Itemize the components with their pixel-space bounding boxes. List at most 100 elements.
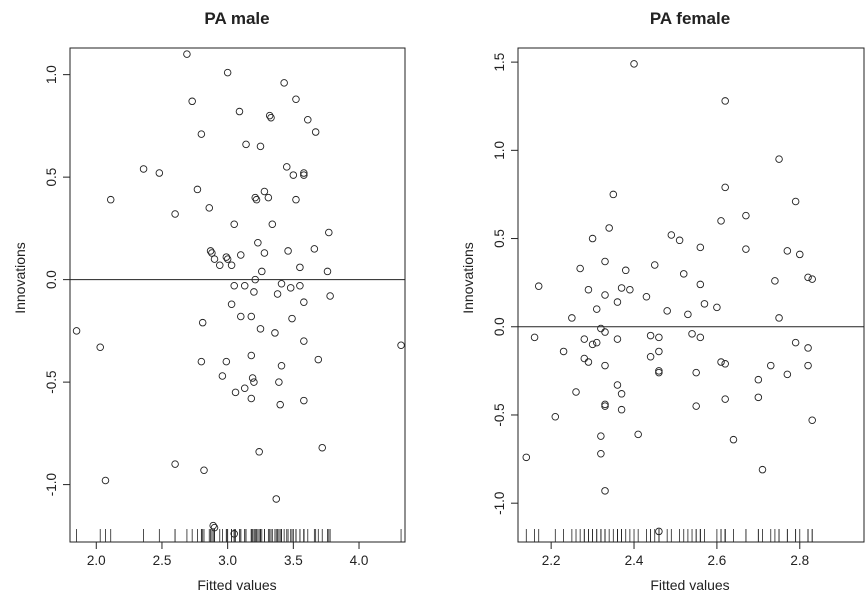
panel-pa-male: PA male Fitted values Innovations 2.0 2.5… [12,9,406,593]
scatter-point [584,358,593,366]
scatter-point [530,333,539,342]
scatter-point [264,193,273,202]
scatter-point [592,305,601,313]
scatter-point [634,430,642,439]
scatter-point [617,390,626,398]
rug-marks [76,529,402,542]
x-tick-label: 2.6 [708,553,727,568]
scatter-point [626,285,634,294]
scatter-point [771,277,779,285]
scatter-point [588,234,597,243]
scatter-point [580,354,589,363]
scatter-point [271,329,279,337]
scatter-point [183,50,191,58]
scatter-point [296,282,304,290]
scatter-point [222,357,231,366]
scatter-point [314,355,323,364]
scatter-point [247,351,256,360]
scatter-point [284,247,292,255]
scatter-point [216,261,224,270]
scatter-point [218,372,227,380]
scatter-point [684,310,692,319]
scatter-point [310,245,319,253]
scatter-point [655,527,663,536]
y-tick-label: -1.0 [492,492,507,515]
scatter-point [300,171,308,179]
scatter-point [230,220,238,229]
y-axis-label: Innovations [460,242,476,314]
scatter-point [277,361,286,370]
scatter-point [247,312,256,321]
x-tick-label: 3.5 [284,553,303,568]
scatter-point [808,416,816,425]
scatter-point [210,523,219,532]
scatter-points [522,60,816,536]
y-axis-label: Innovations [12,242,28,314]
scatter-point [230,530,238,538]
x-tick-label: 4.0 [350,553,369,568]
scatter-point [258,267,266,276]
scatter-point [101,476,110,485]
scatter-point [292,95,300,103]
scatter-point [296,263,304,272]
scatter-point [206,247,215,255]
scatter-point [675,236,684,245]
scatter-point [197,357,206,366]
scatter-point [646,353,655,361]
scatter-point [289,171,298,179]
y-tick-label: 1.0 [492,141,507,160]
x-tick-label: 2.0 [87,553,106,568]
scatter-point [250,378,258,386]
scatter-point [288,314,296,323]
x-axis-label: Fitted values [197,577,276,593]
scatter-point [260,187,269,196]
scatter-point [758,465,767,474]
scatter-point [235,107,244,116]
scatter-point [783,370,792,379]
scatter-point [700,300,709,308]
scatter-point [283,163,291,171]
scatter-point [311,128,320,136]
plot-frame [69,47,406,543]
scatter-point [650,261,659,269]
scatter-point [193,185,202,194]
x-axis: 2.0 2.5 3.0 3.5 4.0 [87,542,369,568]
scatter-point [597,450,605,458]
scatter-point [721,395,729,403]
scatter-point [601,487,609,495]
scatter-point [775,314,783,322]
scatter-point [277,279,286,288]
scatter-point [630,60,638,68]
scatter-point [584,285,593,294]
scatter-point [588,340,597,349]
scatter-point [300,298,308,306]
scatter-point [534,282,543,290]
scatter-point [247,394,256,403]
scatter-point [106,195,115,204]
scatter-point [265,111,274,120]
scatter-point [721,360,729,368]
scatter-point [171,460,179,468]
scatter-point [256,325,265,333]
scatter-point [572,388,580,396]
scatter-point [197,130,206,138]
scatter-point [139,165,148,173]
scatter-point [597,432,605,440]
scatter-point [200,466,208,475]
scatter-point [237,251,245,259]
scatter-point [655,347,663,356]
scatter-point [696,280,705,289]
scatter-points [72,50,405,538]
scatter-point [273,290,282,298]
scatter-point [326,292,334,300]
scatter-point [256,142,265,151]
scatter-point [609,190,618,199]
scatter-point [580,335,589,343]
scatter-point [613,335,622,343]
scatter-point [775,155,783,163]
scatter-point [646,331,655,340]
scatter-point [783,247,792,255]
scatter-point [248,374,257,382]
scatter-point [617,405,626,414]
